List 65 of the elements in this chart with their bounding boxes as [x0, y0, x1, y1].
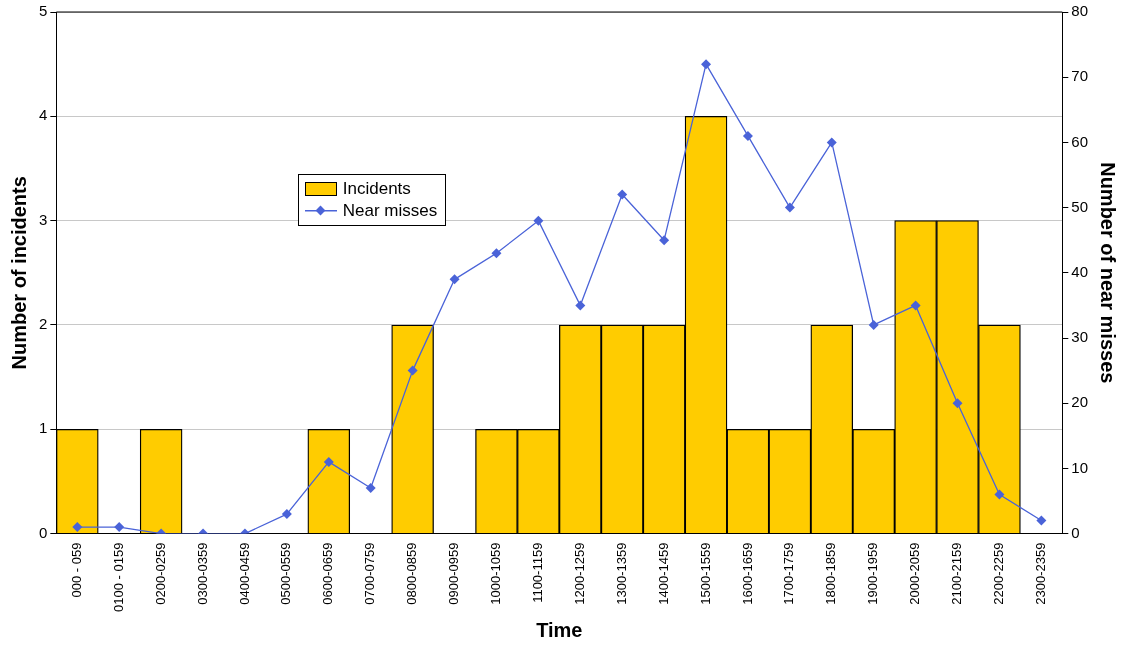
point [617, 189, 628, 200]
y-tick-label: 3 [39, 210, 48, 228]
x-tick-label: 2100-2159 [949, 542, 965, 605]
point [491, 248, 502, 259]
x-tick-label: 0400-0459 [236, 542, 252, 605]
y2-axis-title: Number of near misses [1097, 162, 1120, 384]
y2-tick-label: 40 [1071, 262, 1088, 280]
y2-tick-label: 0 [1071, 523, 1080, 541]
x-tick-label: 0600-0659 [320, 542, 336, 605]
x-tick-label: 1800-1859 [823, 542, 839, 605]
point [575, 300, 586, 311]
x-tick-label: 1200-1259 [571, 542, 587, 605]
x-tick-label: 1300-1359 [613, 542, 629, 605]
point [659, 235, 670, 246]
point [533, 215, 544, 226]
x-tick-label: 0700-0759 [362, 542, 378, 605]
point [281, 509, 292, 520]
x-tick-label: 0200-0259 [152, 542, 168, 605]
x-tick-label: 0800-0859 [404, 542, 420, 605]
x-tick-label: 1900-1959 [865, 542, 881, 605]
x-tick-label: 1500-1559 [697, 542, 713, 605]
y2-tick-label: 50 [1071, 197, 1088, 215]
x-tick-label: 1700-1759 [781, 542, 797, 605]
point [449, 274, 460, 285]
x-axis-title: Time [536, 618, 583, 641]
legend-label: Incidents [342, 177, 411, 200]
point [910, 300, 921, 311]
y-tick-label: 5 [39, 2, 48, 20]
y-tick-label: 1 [39, 419, 48, 437]
point [784, 202, 795, 213]
point [826, 137, 837, 148]
point [72, 522, 83, 533]
x-tick-label: 1600-1659 [739, 542, 755, 605]
x-tick-label: 0100 - 0159 [110, 542, 126, 613]
x-tick-label: 0900-0959 [446, 542, 462, 605]
point [952, 398, 963, 409]
x-tick-label: 1100-1159 [529, 542, 545, 603]
point [742, 130, 753, 141]
point [323, 456, 334, 467]
point [365, 482, 376, 493]
x-tick-label: 0500-0559 [278, 542, 294, 605]
point [1036, 515, 1047, 526]
point [994, 489, 1005, 500]
x-tick-label: 000 - 059 [68, 542, 84, 598]
x-tick-label: 2200-2259 [991, 542, 1007, 605]
y2-tick-label: 20 [1071, 393, 1088, 411]
y2-tick-label: 70 [1071, 67, 1088, 85]
legend-label: Near misses [342, 199, 438, 222]
point [407, 365, 418, 376]
y2-tick-label: 30 [1071, 328, 1088, 346]
y-axis-title: Number of incidents [7, 176, 30, 370]
x-tick-label: 1400-1459 [655, 542, 671, 605]
y-tick-label: 0 [39, 523, 48, 541]
point [114, 522, 125, 533]
y2-tick-label: 80 [1071, 2, 1088, 20]
x-tick-label: 2000-2059 [907, 542, 923, 605]
point [868, 319, 879, 330]
x-tick-label: 0300-0359 [194, 542, 210, 605]
y-tick-label: 4 [39, 106, 48, 124]
y2-tick-label: 60 [1071, 132, 1088, 150]
x-tick-label: 2300-2359 [1032, 542, 1048, 605]
y-tick-label: 2 [39, 315, 48, 333]
y2-tick-label: 10 [1071, 458, 1088, 476]
x-tick-label: 1000-1059 [488, 542, 504, 605]
point [701, 59, 712, 70]
